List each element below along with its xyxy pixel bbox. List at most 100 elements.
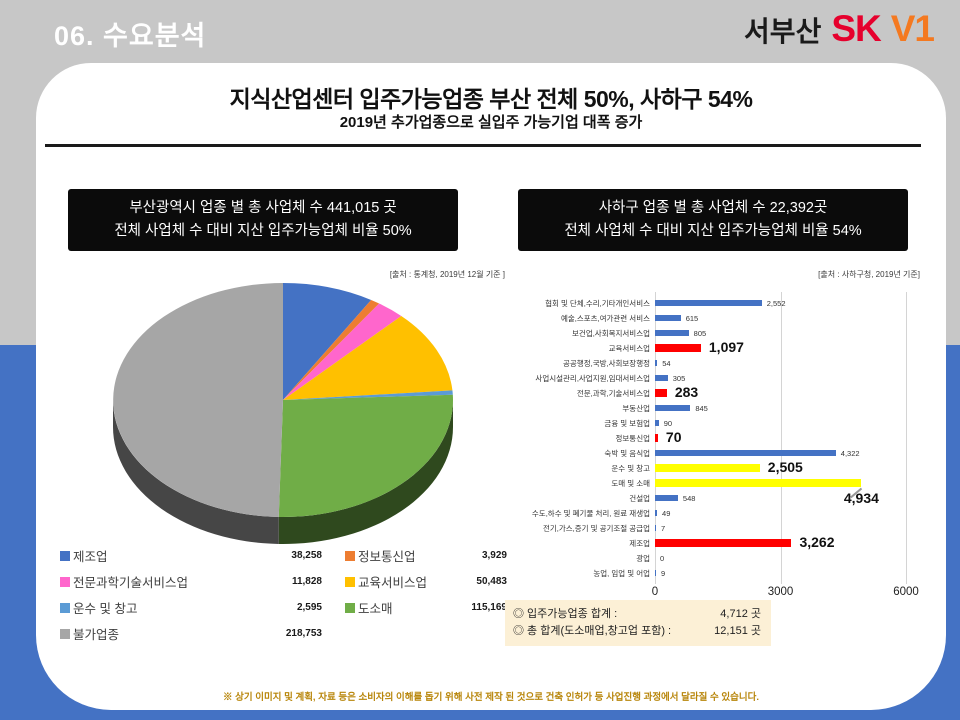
content-card: 지식산업센터 입주가능업종 부산 전체 50%, 사하구 54% 2019년 추… — [36, 63, 946, 710]
legend-label: 정보통신업 — [358, 550, 416, 564]
bar — [655, 389, 667, 397]
bar-value: 615 — [685, 313, 699, 323]
summary-row-2: ◎ 총 합계(도소매업,창고업 포함) : 12,151 곳 — [513, 624, 763, 639]
legend-item: 정보통신업 3,929 — [345, 546, 507, 565]
category-label: 수도,하수 및 폐기물 처리, 원료 재생업 — [531, 509, 650, 518]
bar — [655, 360, 658, 366]
legend-swatch-icon — [345, 550, 355, 561]
legend-value: 218,753 — [285, 628, 322, 639]
sahagu-headline-box: 사하구 업종 별 총 사업체 수 22,392곳 전체 사업체 수 대비 지산 … — [518, 189, 908, 251]
bar-value: 4,934 — [843, 490, 879, 506]
bar-value: 9 — [661, 568, 666, 578]
category-label: 협회 및 단체,수리,기타개인서비스 — [545, 299, 650, 308]
bar — [655, 570, 656, 576]
bar — [655, 315, 681, 321]
pie-slice-side — [278, 400, 453, 544]
bar — [655, 495, 678, 501]
legend-swatch-icon — [60, 576, 70, 587]
pie-slice-side — [113, 400, 279, 544]
legend-value: 3,929 — [481, 550, 507, 561]
x-axis-tick-label: 3000 — [767, 586, 794, 598]
bar — [655, 434, 658, 442]
legend-label: 불가업종 — [73, 628, 120, 642]
x-axis-tick-label: 6000 — [893, 586, 919, 598]
sahagu-headline-line1: 사하구 업종 별 총 사업체 수 22,392곳 — [598, 199, 828, 216]
category-label: 공공행정,국방,사회보장행정 — [563, 359, 650, 368]
category-label: 전문,과학,기술서비스업 — [576, 389, 650, 398]
legend-value: 50,483 — [476, 576, 507, 587]
pie-slice — [283, 283, 372, 400]
bar — [655, 525, 656, 531]
grid-line — [906, 292, 907, 584]
sahagu-headline-line2: 전체 사업체 수 대비 지산 입주가능업체 비율 54% — [564, 223, 862, 239]
summary-row-2-value: 12,151 곳 — [714, 625, 761, 637]
pie-slice — [278, 394, 454, 517]
pie-slice — [283, 299, 380, 400]
bar — [655, 464, 760, 472]
category-label: 도매 및 소매 — [611, 479, 650, 488]
category-label: 교육서비스업 — [608, 344, 650, 353]
category-label: 전기,가스,증기 및 공기조절 공급업 — [542, 524, 650, 533]
legend-label: 교육서비스업 — [358, 576, 428, 590]
bar — [655, 375, 668, 381]
bar — [655, 344, 701, 352]
legend-value: 11,828 — [291, 576, 322, 587]
legend-item: 전문과학기술서비스업 11,828 — [60, 572, 322, 591]
bar-value: 90 — [663, 418, 673, 428]
bar-value: 3,262 — [799, 534, 835, 550]
grid-line — [780, 292, 782, 584]
bar — [655, 479, 862, 487]
brand-sk-text: SK — [831, 8, 881, 49]
pie-slice — [113, 283, 283, 517]
bar-value: 805 — [693, 328, 707, 338]
bar-value: 548 — [682, 493, 696, 503]
footer-disclaimer: ※ 상기 이미지 및 계획, 자료 등은 소비자의 이해를 돕기 위해 사전 제… — [222, 692, 760, 703]
bar-value: 2,505 — [767, 459, 803, 475]
category-label: 농업, 임업 및 어업 — [593, 569, 650, 578]
category-label: 금융 및 보험업 — [604, 419, 650, 428]
bar — [655, 539, 792, 547]
legend-swatch-icon — [60, 550, 70, 561]
legend-swatch-icon — [60, 602, 70, 613]
pie-slice — [283, 303, 402, 400]
legend-value: 2,595 — [296, 602, 322, 613]
bar-value: 0 — [660, 553, 665, 563]
summary-row-1-value: 4,712 곳 — [720, 608, 761, 621]
legend-item: 운수 및 창고 2,595 — [60, 598, 322, 617]
summary-box: ◎ 입주가능업종 합계 : 4,712 곳 ◎ 총 합계(도소매업,창고업 포함… — [505, 600, 771, 646]
bar — [655, 300, 762, 306]
legend-item: 도소매 115,169 — [345, 598, 507, 617]
legend-swatch-icon — [60, 628, 70, 639]
pie-chart — [106, 278, 466, 558]
category-label: 부동산업 — [622, 404, 650, 413]
legend-swatch-icon — [345, 576, 355, 587]
category-label: 운수 및 창고 — [611, 464, 650, 473]
busan-headline-box: 부산광역시 업종 별 총 사업체 수 441,015 곳 전체 사업체 수 대비… — [68, 189, 458, 251]
busan-headline-line1: 부산광역시 업종 별 총 사업체 수 441,015 곳 — [129, 199, 397, 216]
category-label: 숙박 및 음식업 — [604, 449, 650, 458]
busan-source-note: [출처 : 통계청, 2019년 12월 기준 ] — [389, 270, 505, 279]
category-label: 사업시설관리,사업지원,임대서비스업 — [535, 374, 650, 383]
legend-item: 제조업 38,258 — [60, 546, 322, 565]
slide-title: 지식산업센터 입주가능업종 부산 전체 50%, 사하구 54% — [229, 86, 753, 112]
busan-headline-line2: 전체 사업체 수 대비 지산 입주가능업체 비율 50% — [114, 223, 412, 239]
category-label: 건설업 — [629, 494, 650, 503]
bar — [655, 405, 691, 411]
sahagu-source-note: [출처 : 사하구청, 2019년 기준] — [818, 270, 920, 279]
bar-value: 283 — [674, 384, 699, 400]
bar — [655, 450, 836, 456]
bar — [655, 510, 658, 516]
pie-slice — [283, 315, 453, 400]
pie-slice — [283, 390, 453, 400]
summary-row-1-label: ◎ 입주가능업종 합계 : — [513, 608, 618, 621]
summary-row-1: ◎ 입주가능업종 합계 : 4,712 곳 — [513, 607, 763, 622]
legend-label: 전문과학기술서비스업 — [73, 576, 189, 590]
summary-row-2-label: ◎ 총 합계(도소매업,창고업 포함) : — [513, 625, 672, 637]
category-label: 제조업 — [629, 539, 650, 548]
x-axis-tick-label: 0 — [651, 586, 659, 598]
bar-value: 845 — [695, 403, 708, 413]
page-section-label: 06. 수요분석 — [54, 21, 207, 51]
category-label: 정보통신업 — [615, 434, 651, 443]
brand-region-text: 서부산 — [744, 16, 822, 47]
